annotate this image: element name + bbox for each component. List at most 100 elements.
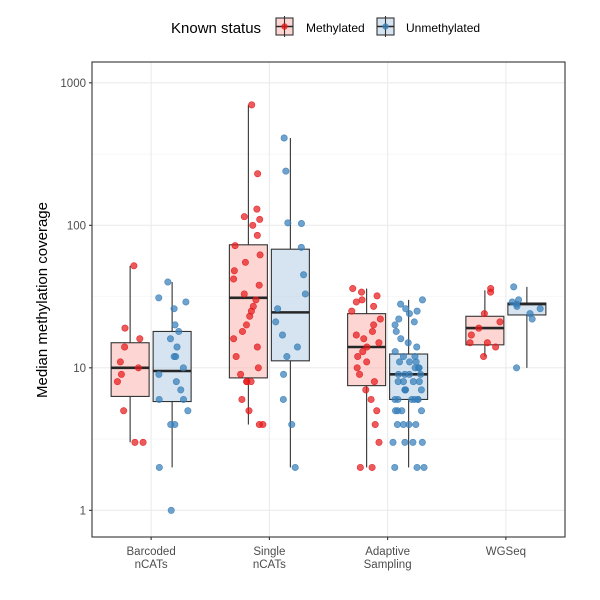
data-point-unmethylated [515,296,523,304]
x-tick-label: nCATs [253,559,286,571]
data-point-methylated [252,296,260,304]
data-point-methylated [255,281,263,289]
data-point-unmethylated [155,463,163,471]
data-point-unmethylated [404,339,412,347]
data-point-unmethylated [179,364,187,372]
data-point-methylated [248,101,256,109]
data-point-methylated [376,315,384,323]
data-point-methylated [368,327,376,335]
data-point-unmethylated [415,378,423,386]
box-methylated [110,265,150,443]
data-point-unmethylated [392,327,400,335]
data-point-unmethylated [397,335,405,343]
legend-label-unmethylated: Unmethylated [406,21,480,35]
data-point-methylated [121,324,129,332]
data-point-methylated [249,302,257,310]
data-point-unmethylated [396,358,404,366]
data-point-unmethylated [413,463,421,471]
legend-key-point [281,23,288,30]
data-point-unmethylated [391,463,399,471]
data-point-methylated [373,407,381,415]
data-point-unmethylated [397,300,405,308]
data-point-unmethylated [280,370,288,378]
x-tick-label: Barcoded [127,546,176,558]
data-point-methylated [480,353,488,361]
data-point-unmethylated [297,219,305,227]
data-point-unmethylated [389,438,397,446]
legend-key-unmethylated [376,16,395,37]
y-axis-title: Median methylation coverage [34,202,51,398]
data-point-methylated [480,310,488,318]
data-point-unmethylated [291,463,299,471]
data-point-unmethylated [155,294,163,302]
data-point-methylated [358,288,366,296]
x-tick-label: WGSeq [486,546,526,558]
data-point-methylated [352,331,360,339]
data-point-unmethylated [164,278,172,286]
data-point-methylated [467,331,475,339]
data-point-methylated [373,292,381,300]
data-point-unmethylated [172,378,180,386]
data-point-unmethylated [284,219,292,227]
data-point-unmethylated [155,395,163,403]
data-point-unmethylated [301,290,309,298]
data-point-methylated [116,358,124,366]
data-point-unmethylated [180,395,188,403]
data-point-methylated [231,242,239,250]
data-point-methylated [375,438,383,446]
data-point-unmethylated [526,310,534,318]
data-point-unmethylated [278,331,286,339]
data-point-methylated [254,364,262,372]
data-point-unmethylated [171,321,179,329]
data-point-methylated [363,358,371,366]
data-point-methylated [230,267,238,275]
data-point-methylated [253,231,261,239]
data-point-methylated [370,378,378,386]
plot-panel-border [91,61,566,538]
legend-key-point [382,23,389,30]
data-point-methylated [356,370,364,378]
data-point-methylated [256,215,264,223]
data-point-unmethylated [417,407,425,415]
data-point-methylated [238,395,246,403]
data-point-unmethylated [175,327,183,335]
data-point-methylated [240,290,248,298]
data-point-unmethylated [288,421,296,429]
data-point-unmethylated [405,310,413,318]
data-point-unmethylated [413,307,421,315]
data-point-methylated [371,421,379,429]
data-point-unmethylated [409,438,417,446]
data-point-methylated [247,378,255,386]
data-point-unmethylated [395,315,403,323]
data-point-unmethylated [394,378,402,386]
data-point-unmethylated [282,167,290,175]
data-point-methylated [136,335,144,343]
data-point-unmethylated [166,335,174,343]
data-point-methylated [249,221,257,229]
data-point-unmethylated [274,305,282,313]
data-point-methylated [253,343,261,351]
data-point-methylated [354,353,362,361]
data-point-unmethylated [536,305,544,313]
data-point-unmethylated [417,386,425,394]
data-point-unmethylated [177,386,185,394]
data-point-unmethylated [272,318,280,326]
data-point-methylated [134,364,142,372]
data-point-methylated [367,395,375,403]
data-point-unmethylated [399,353,407,361]
data-point-unmethylated [297,243,305,251]
data-point-unmethylated [401,386,409,394]
data-point-methylated [363,343,371,351]
data-point-methylated [237,370,245,378]
legend-key-methylated [275,16,294,37]
y-tick-label: 100 [67,220,86,232]
data-point-unmethylated [414,364,422,372]
data-point-unmethylated [414,395,422,403]
x-tick-label: nCATs [135,559,168,571]
data-point-methylated [120,407,128,415]
data-point-methylated [130,262,138,270]
data-point-unmethylated [394,407,402,415]
data-point-unmethylated [410,318,418,326]
data-point-unmethylated [508,298,516,306]
